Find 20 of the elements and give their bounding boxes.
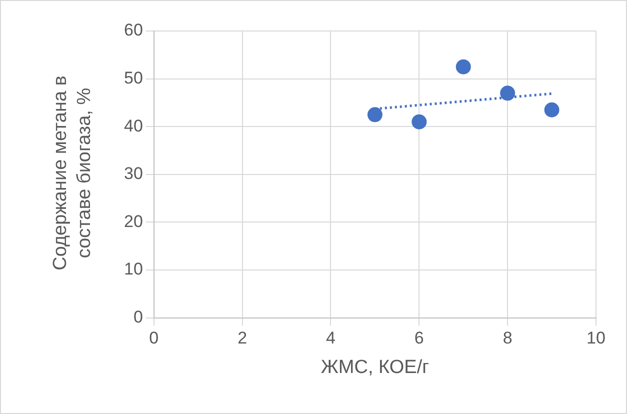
point: [412, 114, 427, 130]
x-tick-label: 8: [502, 328, 512, 348]
y-tick-label: 10: [124, 260, 143, 279]
point: [500, 86, 516, 101]
y-tick-label: 60: [124, 20, 143, 40]
point: [456, 59, 471, 74]
y-axis-title: Содержание метана в составе биогаза, %: [49, 74, 96, 272]
x-tick-label: 10: [586, 328, 606, 348]
y-tick-label: 40: [124, 116, 143, 136]
point: [367, 107, 382, 122]
point: [544, 102, 560, 118]
y-tick-label: 50: [124, 68, 143, 88]
x-tick-label: 6: [414, 328, 424, 348]
x-tick-label: 4: [326, 328, 336, 348]
y-tick-label: 20: [124, 212, 143, 231]
x-tick-label: 2: [238, 328, 248, 348]
y-tick-label: 30: [124, 164, 143, 184]
x-axis-title: ЖМС, КОЕ/г: [320, 356, 430, 378]
y-tick-label: 0: [133, 307, 143, 326]
x-tick-label: 0: [149, 328, 159, 348]
